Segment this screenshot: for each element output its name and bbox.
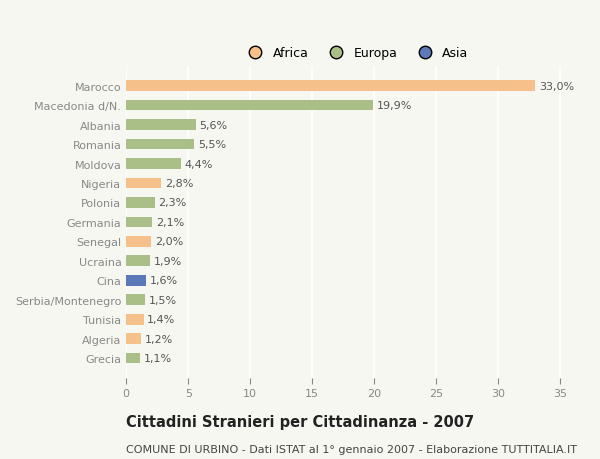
Text: 19,9%: 19,9% — [377, 101, 412, 111]
Text: 1,9%: 1,9% — [154, 256, 182, 266]
Bar — [126, 217, 152, 228]
Text: 1,4%: 1,4% — [148, 314, 176, 325]
Legend: Africa, Europa, Asia: Africa, Europa, Asia — [238, 42, 473, 65]
Text: 1,5%: 1,5% — [149, 295, 176, 305]
Bar — [126, 353, 140, 364]
Bar — [126, 256, 150, 267]
Bar — [126, 178, 161, 189]
Text: 2,8%: 2,8% — [164, 179, 193, 189]
Text: 2,3%: 2,3% — [158, 198, 187, 208]
Text: COMUNE DI URBINO - Dati ISTAT al 1° gennaio 2007 - Elaborazione TUTTITALIA.IT: COMUNE DI URBINO - Dati ISTAT al 1° genn… — [126, 444, 577, 454]
Text: 1,6%: 1,6% — [150, 276, 178, 285]
Text: 5,6%: 5,6% — [199, 120, 227, 130]
Text: 4,4%: 4,4% — [185, 159, 213, 169]
Bar — [126, 101, 373, 111]
Bar — [126, 120, 196, 131]
Bar — [126, 314, 143, 325]
Bar — [126, 140, 194, 150]
Bar — [126, 236, 151, 247]
Bar — [126, 295, 145, 305]
Text: 1,1%: 1,1% — [143, 353, 172, 363]
Bar — [126, 159, 181, 169]
Bar — [126, 81, 535, 92]
Bar — [126, 334, 141, 344]
Text: 33,0%: 33,0% — [539, 82, 574, 91]
Text: 2,0%: 2,0% — [155, 237, 183, 247]
Text: Cittadini Stranieri per Cittadinanza - 2007: Cittadini Stranieri per Cittadinanza - 2… — [126, 414, 475, 429]
Text: 5,5%: 5,5% — [198, 140, 226, 150]
Text: 1,2%: 1,2% — [145, 334, 173, 344]
Bar — [126, 198, 155, 208]
Bar — [126, 275, 146, 286]
Text: 2,1%: 2,1% — [156, 218, 184, 227]
